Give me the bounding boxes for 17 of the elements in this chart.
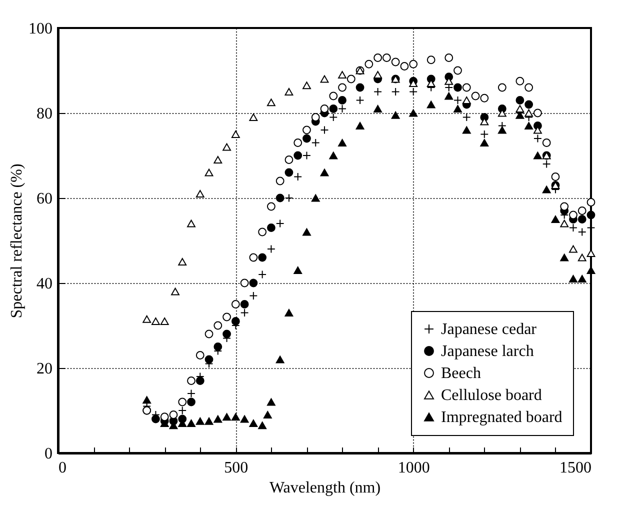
legend-label: Impregnated board: [441, 409, 562, 426]
y-axis-title: Spectral reflectance (%): [8, 164, 26, 318]
y-tick-label: 100: [28, 20, 52, 38]
y-tick-label: 60: [36, 190, 52, 208]
legend-label: Japanese cedar: [441, 321, 538, 338]
legend-label: Japanese larch: [441, 343, 534, 360]
x-tick-label: 0: [58, 460, 66, 476]
legend-label: Cellulose board: [441, 387, 542, 404]
x-tick-label: 1000: [398, 460, 430, 476]
x-tick-label: 1500: [560, 460, 592, 476]
x-tick-label: 500: [224, 460, 248, 476]
x-axis-title: Wavelength (nm): [269, 480, 381, 496]
y-tick-label: 80: [36, 106, 52, 122]
legend-label: Beech: [441, 365, 481, 382]
y-tick-label: 20: [36, 360, 52, 378]
y-tick-label: 0: [44, 446, 52, 462]
y-tick-label: 40: [36, 276, 52, 292]
